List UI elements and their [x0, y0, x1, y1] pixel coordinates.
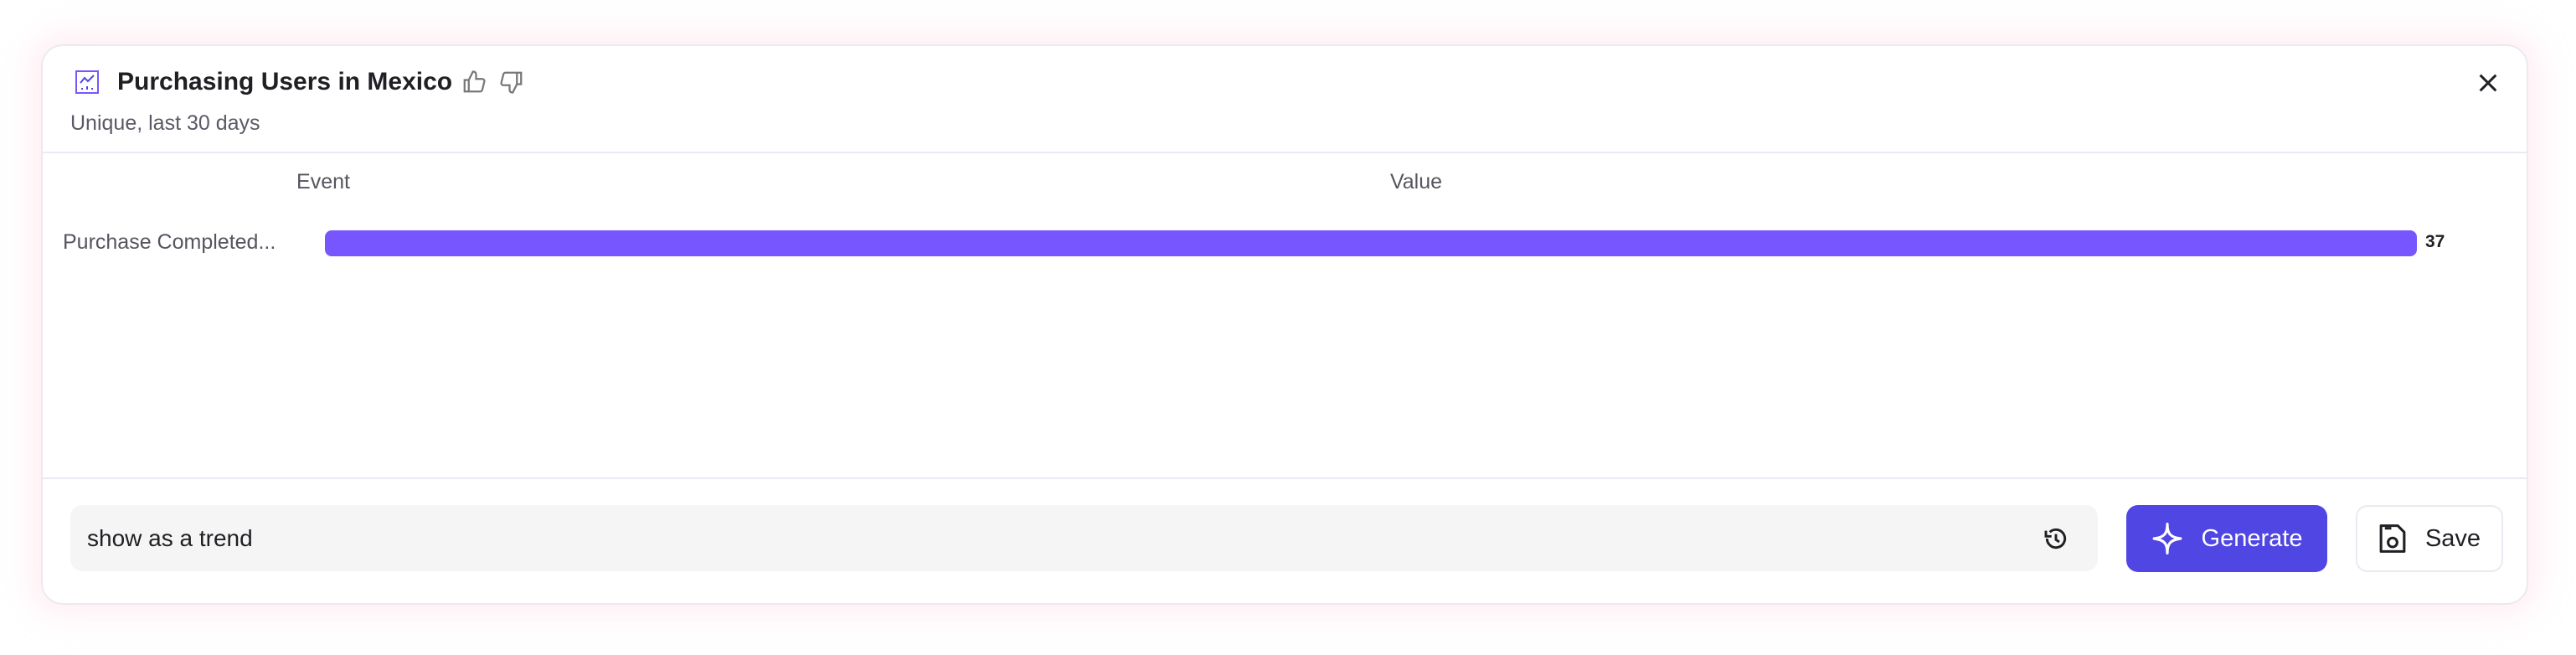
report-subtitle: Unique, last 30 days [70, 111, 260, 135]
bar-value-label: 37 [2425, 232, 2445, 251]
thumbs-down-icon[interactable] [499, 70, 524, 95]
close-icon[interactable] [2475, 70, 2501, 96]
column-header-value: Value [1389, 170, 1443, 193]
report-title: Purchasing Users in Mexico [117, 68, 453, 95]
divider [43, 152, 2527, 153]
column-header-event: Event [296, 170, 350, 193]
save-button[interactable]: Save [2356, 505, 2503, 572]
bar-label: Purchase Completed... [63, 230, 276, 254]
divider [43, 477, 2527, 479]
sparkle-icon [2152, 522, 2182, 554]
save-icon [2379, 524, 2406, 553]
generate-label: Generate [2201, 524, 2303, 552]
history-icon[interactable] [2043, 525, 2069, 552]
save-label: Save [2424, 524, 2481, 552]
line-chart-icon [75, 70, 99, 94]
thumbs-up-icon[interactable] [461, 70, 487, 95]
prompt-input[interactable] [70, 505, 2098, 571]
bar[interactable] [325, 230, 2417, 256]
report-card: Purchasing Users in Mexico Unique, last … [41, 44, 2528, 605]
generate-button[interactable]: Generate [2126, 505, 2327, 572]
